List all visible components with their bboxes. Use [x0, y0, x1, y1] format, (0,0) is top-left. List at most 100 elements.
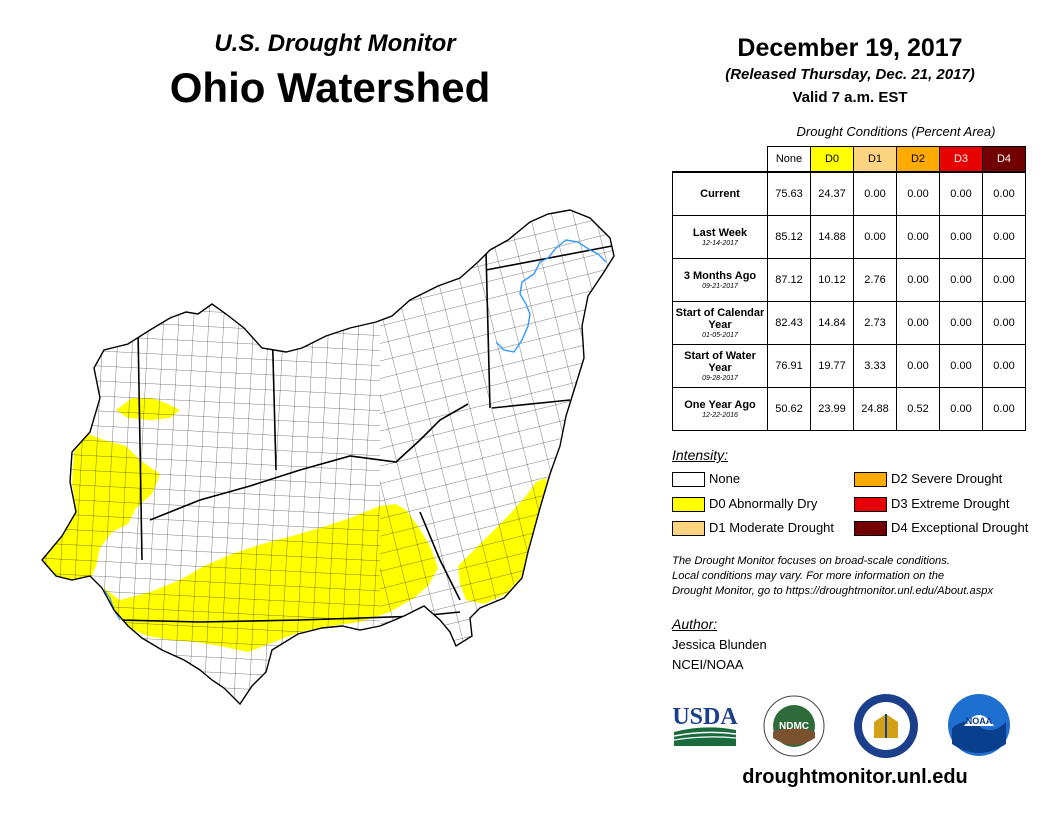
col-header-d1: D1	[853, 146, 897, 173]
cell-none: 75.63	[767, 171, 811, 216]
legend-swatch	[672, 472, 705, 487]
row-label-text: 3 Months Ago	[683, 269, 757, 282]
cell-d2: 0.00	[896, 301, 940, 345]
cell-d3: 0.00	[939, 215, 983, 259]
row-label-text: Start of Calendar Year	[675, 306, 765, 331]
usda-logo-text: USDA	[672, 704, 738, 730]
cell-d1: 0.00	[853, 171, 897, 216]
noaa-logo: NOAA	[948, 694, 1010, 756]
cell-d1: 2.73	[853, 301, 897, 345]
state-line-ohio-river	[149, 403, 469, 521]
river-line-west	[103, 589, 121, 621]
legend-label: None	[709, 471, 741, 486]
row-label: 3 Months Ago 09-21-2017	[672, 258, 768, 302]
cell-none: 87.12	[767, 258, 811, 302]
doc-seal-logo	[854, 694, 918, 758]
row-label-text: Current	[700, 188, 740, 200]
cell-d2: 0.00	[896, 215, 940, 259]
legend-swatch	[854, 497, 887, 512]
cell-d4: 0.00	[982, 344, 1026, 388]
legend-swatch	[854, 472, 887, 487]
cell-d2: 0.00	[896, 344, 940, 388]
row-label: Last Week 12-14-2017	[672, 215, 768, 259]
cell-d3: 0.00	[939, 301, 983, 345]
noaa-logo-text: NOAA	[966, 716, 993, 726]
cell-d0: 10.12	[810, 258, 854, 302]
county-lines	[42, 210, 614, 704]
cell-d1: 2.76	[853, 258, 897, 302]
cell-d3: 0.00	[939, 171, 983, 216]
legend-swatch	[672, 497, 705, 512]
state-boundaries	[117, 245, 613, 623]
row-label: Start of Calendar Year 01-05-2017	[672, 301, 768, 345]
state-line-va-ky	[419, 511, 461, 601]
map-title: Ohio Watershed	[169, 64, 491, 111]
cell-d0: 14.84	[810, 301, 854, 345]
cell-d3: 0.00	[939, 258, 983, 302]
cell-d4: 0.00	[982, 387, 1026, 431]
cell-none: 85.12	[767, 215, 811, 259]
footer-url[interactable]: droughtmonitor.unl.edu	[742, 766, 968, 788]
state-line-pa-wv	[491, 399, 571, 409]
row-label: Start of Water Year 09-28-2017	[672, 344, 768, 388]
author-heading: Author:	[672, 616, 718, 632]
col-header-d0: D0	[810, 146, 854, 173]
disclaimer-note: The Drought Monitor focuses on broad-sca…	[672, 554, 1042, 599]
cell-d4: 0.00	[982, 258, 1026, 302]
row-label-text: One Year Ago	[684, 398, 756, 411]
legend-swatch	[854, 521, 887, 536]
row-label-date: 12-22-2016	[702, 411, 738, 419]
cell-d1: 0.00	[853, 215, 897, 259]
row-label-text: Last Week	[692, 226, 748, 239]
table-row-start-of-calendar-year: Start of Calendar Year 01-05-2017 82.43 1…	[672, 301, 1026, 345]
cell-d3: 0.00	[939, 387, 983, 431]
legend-label: D4 Exceptional Drought	[891, 520, 1029, 535]
cell-d1: 24.88	[853, 387, 897, 431]
table-row-one-year-ago: One Year Ago 12-22-2016 50.62 23.99 24.88…	[672, 387, 1026, 431]
row-label-text: Start of Water Year	[684, 349, 756, 374]
row-label: One Year Ago 12-22-2016	[672, 387, 768, 431]
cell-none: 82.43	[767, 301, 811, 345]
legend-label: D2 Severe Drought	[891, 471, 1003, 486]
cell-d4: 0.00	[982, 301, 1026, 345]
release-date: (Released Thursday, Dec. 21, 2017)	[725, 66, 975, 83]
row-label-date: 12-14-2017	[702, 239, 738, 247]
note-line: Local conditions may vary. For more info…	[672, 570, 945, 582]
cell-d0: 19.77	[810, 344, 854, 388]
table-row-current: Current 75.63 24.37 0.00 0.00 0.00 0.00	[672, 171, 1026, 216]
row-label-date: 09-21-2017	[702, 282, 738, 290]
row-label: Current	[672, 171, 768, 216]
col-header-d2: D2	[896, 146, 940, 173]
state-line-il-in	[137, 329, 143, 561]
legend-title: Intensity:	[672, 447, 729, 463]
legend-label: D0 Abnormally Dry	[709, 496, 818, 511]
cell-d0: 14.88	[810, 215, 854, 259]
header-blank	[673, 147, 768, 173]
author-org: NCEI/NOAA	[672, 657, 744, 672]
ndmc-logo: NDMC	[763, 695, 825, 757]
col-header-d4: D4	[982, 146, 1026, 173]
cell-d4: 0.00	[982, 171, 1026, 216]
col-header-none: None	[767, 146, 811, 173]
table-row-start-of-water-year: Start of Water Year 09-28-2017 76.91 19.7…	[672, 344, 1026, 388]
cell-d2: 0.00	[896, 171, 940, 216]
table-row-3-months-ago: 3 Months Ago 09-21-2017 87.12 10.12 2.76 …	[672, 258, 1026, 302]
cell-d4: 0.00	[982, 215, 1026, 259]
map-date: December 19, 2017	[737, 34, 963, 62]
cell-d0: 23.99	[810, 387, 854, 431]
table-caption: Drought Conditions (Percent Area)	[796, 124, 996, 139]
legend-label: D1 Moderate Drought	[709, 520, 835, 535]
watershed-map	[41, 209, 615, 705]
state-line-oh-pa	[485, 251, 491, 409]
cell-d2: 0.52	[896, 387, 940, 431]
drought-conditions-table: None D0 D1 D2 D3 D4 Current 75.63 24.37 …	[672, 146, 1026, 431]
cell-d3: 0.00	[939, 344, 983, 388]
legend-label: D3 Extreme Drought	[891, 496, 1010, 511]
cell-none: 76.91	[767, 344, 811, 388]
row-label-date: 09-28-2017	[702, 374, 738, 382]
legend-swatch	[672, 521, 705, 536]
valid-time: Valid 7 a.m. EST	[792, 89, 908, 106]
row-label-date: 01-05-2017	[702, 331, 738, 339]
author-name: Jessica Blunden	[672, 637, 767, 652]
table-row-last-week: Last Week 12-14-2017 85.12 14.88 0.00 0.0…	[672, 215, 1026, 259]
